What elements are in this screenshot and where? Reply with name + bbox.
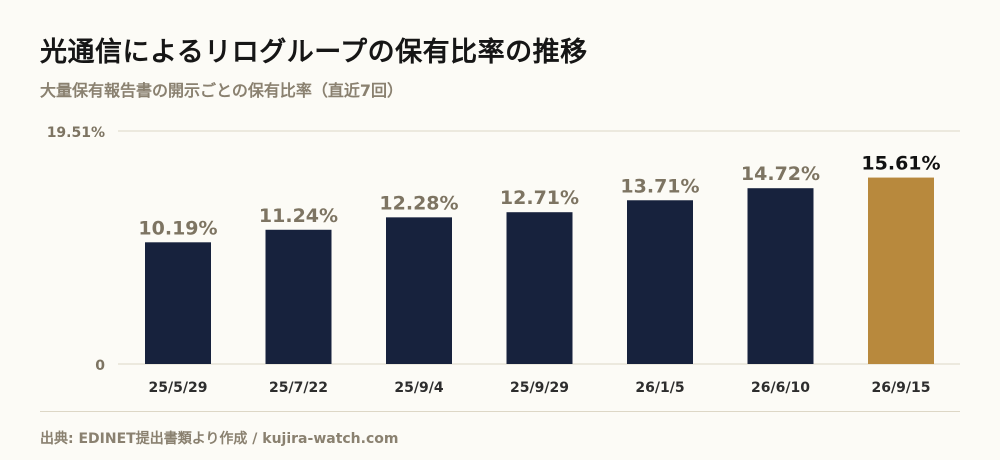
x-tick-label: 26/6/10 [751,380,810,396]
bar-25-5-29 [145,242,211,364]
bar-value-label: 13.71% [620,175,699,197]
chart-subtitle: 大量保有報告書の開示ごとの保有比率（直近7回） [40,81,403,100]
bar-25-7-22 [265,229,332,364]
x-tick-label: 25/9/4 [394,380,443,396]
x-tick-label: 25/7/22 [269,380,328,396]
y-tick-label-zero: 0 [95,358,105,374]
bar-group: 10.19% 25/5/29 11.24% 25/7/22 12.28% 25/9/4 12… [138,153,940,396]
bar-value-label: 14.72% [741,163,820,185]
x-tick-label: 25/5/29 [149,380,208,396]
bar-value-label: 10.19% [138,217,217,239]
bar-value-label: 11.24% [259,205,338,227]
x-tick-label: 26/9/15 [872,380,931,396]
bar-26-6-10 [747,188,814,364]
bar-26-9-15 [868,177,934,364]
bar-26-1-5 [627,200,693,364]
bar-25-9-4 [386,217,452,364]
x-tick-label: 26/1/5 [635,380,684,396]
bar-25-9-29 [506,212,573,364]
x-tick-label: 25/9/29 [510,380,569,396]
footer-divider [40,411,960,412]
source-note: 出典: EDINET提出書類より作成 / kujira-watch.com [40,431,399,447]
y-tick-label-max: 19.51% [47,125,105,141]
bar-value-label: 15.61% [861,153,940,175]
chart-title: 光通信によるリログループの保有比率の推移 [40,37,588,68]
bar-value-label: 12.28% [379,192,458,214]
bar-value-label: 12.71% [500,187,579,209]
